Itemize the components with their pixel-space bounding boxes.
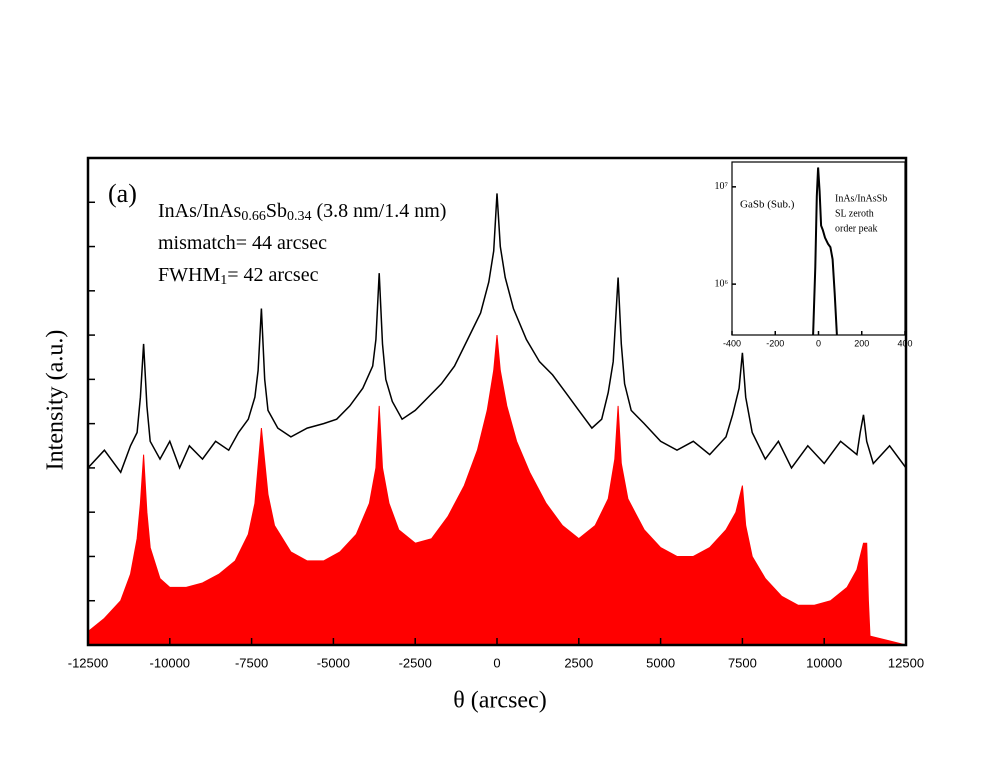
plot-area [88,193,906,645]
area [88,335,906,645]
annotation-text: = 42 arcsec [227,264,318,286]
annotation-text: InAs/InAs [158,200,242,222]
x-tick-label: 0 [493,655,500,670]
x-tick-label: 0 [816,338,821,348]
x-tick-label: -10000 [150,655,190,670]
annotation: FWHM1= 42 arcsec [158,264,319,289]
y-tick-label: 10⁶ [715,278,729,289]
annotation-text: Sb [266,200,287,222]
subscript: 1 [220,273,227,288]
annotation-text: FWHM [158,264,220,286]
x-tick-label: -400 [723,338,741,348]
x-tick-label: -5000 [317,655,350,670]
subscript: 0.34 [287,209,312,224]
inset-background [732,162,905,335]
annotation: mismatch= 44 arcsec [158,232,327,254]
x-tick-label: 12500 [888,655,924,670]
annotation-text: mismatch= 44 arcsec [158,232,327,254]
x-tick-label: 200 [854,338,869,348]
x-tick-label: -2500 [399,655,432,670]
x-tick-label: 5000 [646,655,675,670]
line [812,167,838,335]
subscript: 0.66 [241,209,266,224]
inset-annotation: InAs/InAsSb [835,193,887,204]
x-tick-label: 7500 [728,655,757,670]
annotation-text: (3.8 nm/1.4 nm) [311,200,446,222]
x-tick-label: -7500 [235,655,268,670]
inset-annotation: SL zeroth [835,208,874,219]
panel-label: (a) [108,179,137,208]
line [88,193,906,474]
inset-annotation: order peak [835,223,877,234]
x-axis-title: θ (arcsec) [453,688,546,714]
inset-annotation: GaSb (Sub.) [740,199,795,211]
x-tick-label: -12500 [68,655,108,670]
plot-area [812,167,838,335]
annotation: InAs/InAs0.66Sb0.34 (3.8 nm/1.4 nm) [158,200,446,225]
x-tick-label: 400 [897,338,912,348]
y-axis-title: Intensity (a.u.) [43,330,69,471]
x-tick-label: 10000 [806,655,842,670]
x-tick-label: 2500 [564,655,593,670]
x-tick-label: -200 [766,338,784,348]
y-tick-label: 10⁷ [715,181,729,192]
